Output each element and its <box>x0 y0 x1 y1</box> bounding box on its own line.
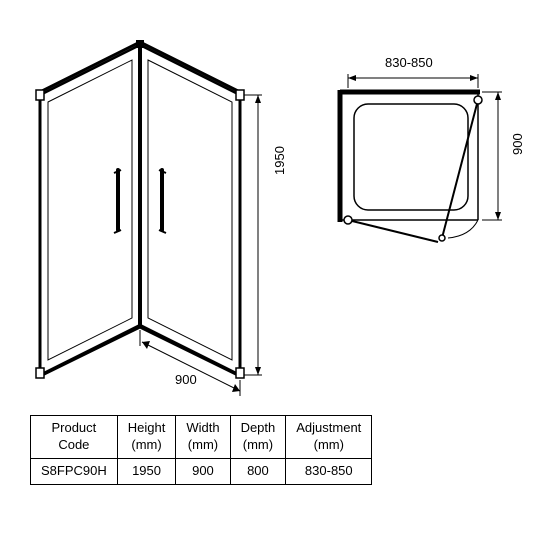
cell-code: S8FPC90H <box>31 458 118 484</box>
col-width: Width (mm) <box>176 416 230 459</box>
col-depth: Depth (mm) <box>230 416 286 459</box>
cell-height: 1950 <box>117 458 176 484</box>
col-adjustment: Adjustment (mm) <box>286 416 372 459</box>
cell-width: 900 <box>176 458 230 484</box>
table-row: S8FPC90H 1950 900 800 830-850 <box>31 458 372 484</box>
table-header-row: Product Code Height (mm) Width (mm) Dept… <box>31 416 372 459</box>
dimension-plan-side: 900 <box>510 133 525 155</box>
cell-depth: 800 <box>230 458 286 484</box>
col-height: Height (mm) <box>117 416 176 459</box>
dimension-plan-top: 830-850 <box>385 55 433 70</box>
dimension-height: 1950 <box>272 146 287 175</box>
col-product-code: Product Code <box>31 416 118 459</box>
cell-adjustment: 830-850 <box>286 458 372 484</box>
plan-view-drawing <box>330 70 500 240</box>
dimension-width: 900 <box>175 372 197 387</box>
enclosure-3d-drawing <box>30 40 260 360</box>
spec-table: Product Code Height (mm) Width (mm) Dept… <box>30 415 372 485</box>
